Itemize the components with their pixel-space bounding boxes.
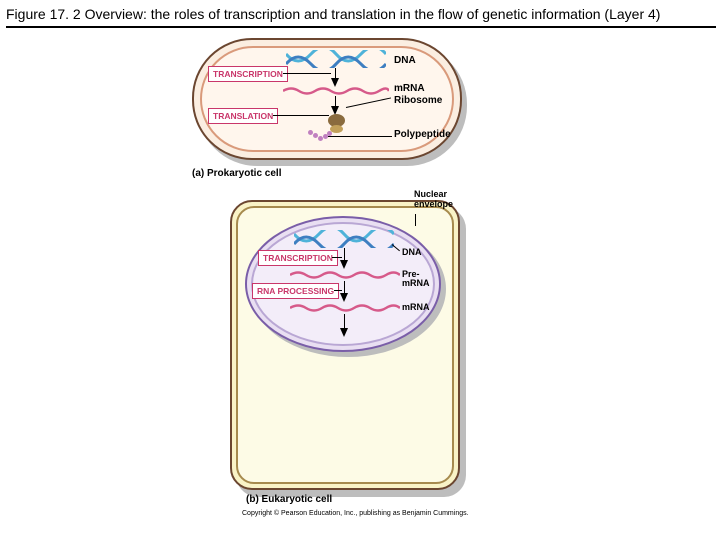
mrna-euk (290, 303, 400, 313)
dna-label-euk: DNA (402, 247, 422, 257)
prokaryote-caption: (a) Prokaryotic cell (192, 168, 281, 179)
leader-nuclear-env (415, 214, 416, 226)
polypeptide-label-prok: Polypeptide (394, 129, 451, 140)
rna-processing-box: RNA PROCESSING (252, 283, 339, 299)
mrna-label-prok: mRNA (394, 83, 425, 94)
dna-label-prok: DNA (394, 55, 416, 66)
nuclear-envelope-label: Nuclear envelope (414, 190, 468, 210)
transcription-box-prok: TRANSCRIPTION (208, 66, 288, 82)
dna-helix-prok (286, 50, 386, 68)
ribosome-prok-small (330, 125, 343, 133)
arrow-euk-3-head (340, 328, 348, 337)
mrna-prok (283, 86, 389, 96)
arrow-euk-1-head (340, 260, 348, 269)
arrow-euk-3-stem (344, 314, 345, 329)
copyright-text: Copyright © Pearson Education, Inc., pub… (242, 510, 469, 517)
leader-transcription-euk (332, 257, 342, 258)
dna-helix-euk (294, 230, 394, 248)
eukaryote-caption: (b) Eukaryotic cell (246, 494, 332, 505)
translation-box-prok: TRANSLATION (208, 108, 278, 124)
pre-mrna (290, 270, 400, 280)
leader-transcription-prok (283, 73, 331, 74)
leader-rnaproc-euk (334, 290, 342, 291)
pre-mrna-label: Pre-mRNA (402, 270, 442, 288)
mrna-label-euk: mRNA (402, 302, 430, 312)
arrow-euk-2-head (340, 293, 348, 302)
figure-title: Figure 17. 2 Overview: the roles of tran… (6, 6, 716, 28)
leader-polypeptide (328, 136, 392, 137)
leader-translation-prok (273, 115, 329, 116)
diagram-canvas: TRANSCRIPTION TRANSLATION DNA mRNA Ribos… (0, 34, 720, 540)
transcription-box-euk: TRANSCRIPTION (258, 250, 338, 266)
ribosome-label-prok: Ribosome (394, 95, 442, 106)
